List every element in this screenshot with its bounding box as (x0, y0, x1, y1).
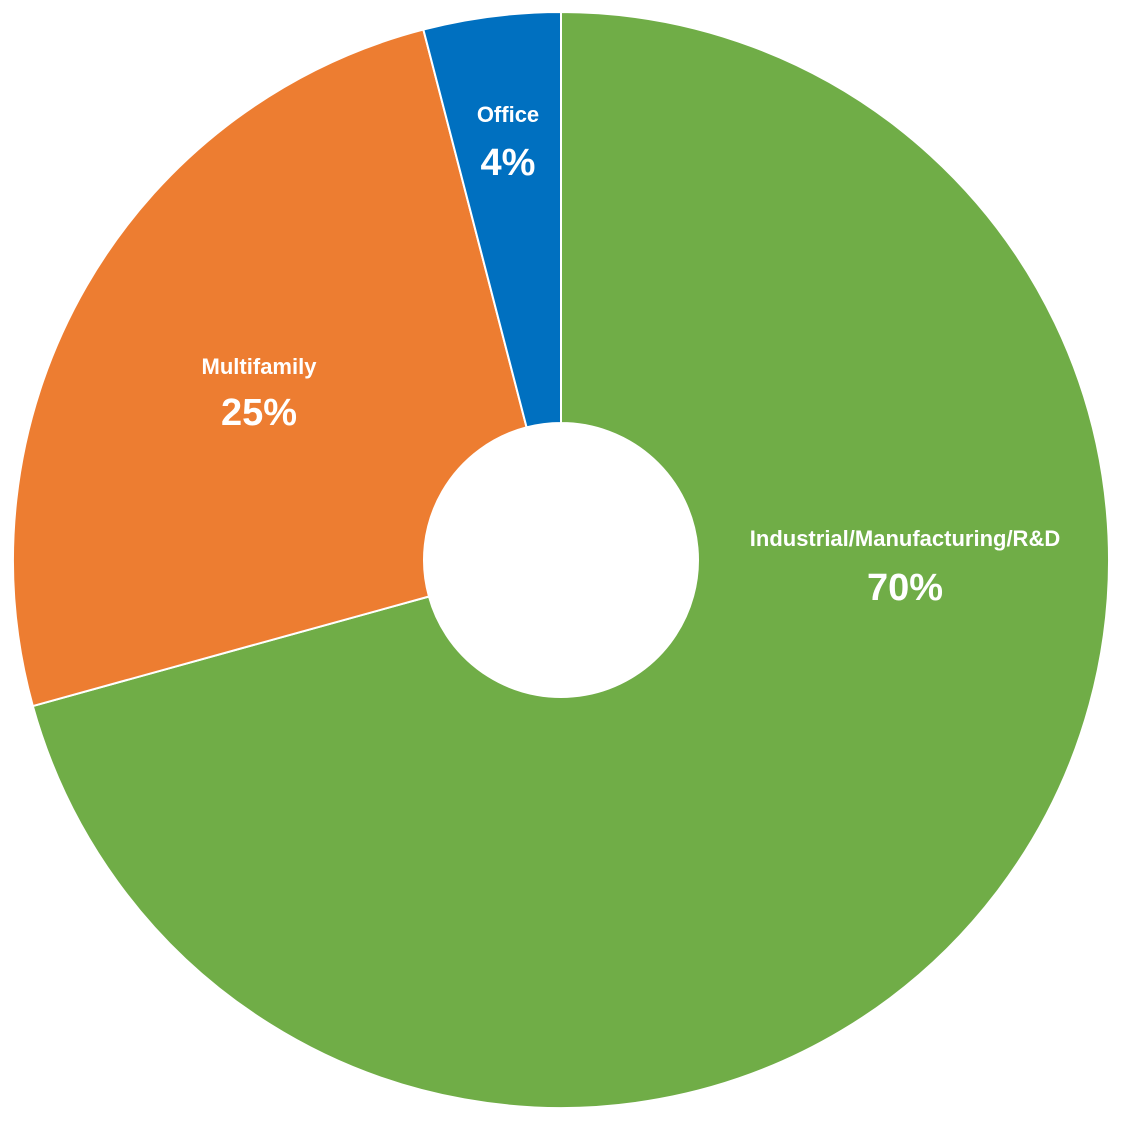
category-label: Multifamily (202, 354, 318, 379)
value-label: 4% (481, 142, 536, 184)
slice (12, 28, 528, 708)
slice (31, 10, 1110, 1109)
category-label: Office (477, 102, 539, 127)
value-label: 25% (221, 392, 297, 434)
slice (422, 10, 562, 429)
value-label: 70% (867, 567, 943, 609)
category-label: Industrial/Manufacturing/R&D (750, 526, 1060, 551)
